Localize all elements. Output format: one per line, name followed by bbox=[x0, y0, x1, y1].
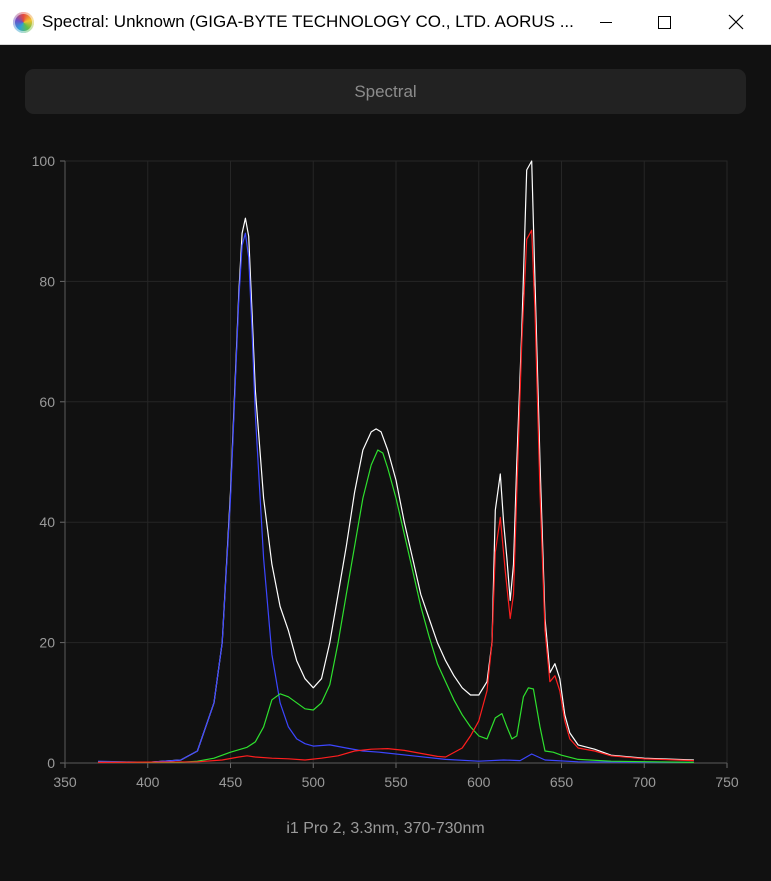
close-button[interactable] bbox=[707, 0, 764, 44]
x-tick-label: 550 bbox=[384, 774, 408, 790]
y-tick-label: 20 bbox=[39, 635, 55, 651]
y-tick-label: 40 bbox=[39, 514, 55, 530]
x-tick-label: 700 bbox=[633, 774, 657, 790]
spectral-chart: 350 400 450 500 550 600 650 700 750 0 20 40 60 80 100 bbox=[32, 153, 739, 790]
x-tick-label: 650 bbox=[550, 774, 574, 790]
x-tick-label: 600 bbox=[467, 774, 491, 790]
y-tick-label: 100 bbox=[32, 153, 56, 169]
x-tick-label: 400 bbox=[136, 774, 160, 790]
series-line-3 bbox=[98, 229, 694, 763]
minimize-icon bbox=[599, 22, 612, 23]
maximize-icon bbox=[657, 16, 671, 29]
x-tick-label: 500 bbox=[302, 774, 326, 790]
y-tick-label: 60 bbox=[39, 394, 55, 410]
title-bar[interactable]: Spectral: Unknown (GIGA-BYTE TECHNOLOGY … bbox=[0, 0, 771, 45]
y-tick-label: 0 bbox=[47, 755, 55, 771]
window-title: Spectral: Unknown (GIGA-BYTE TECHNOLOGY … bbox=[42, 12, 574, 31]
x-tick-label: 450 bbox=[219, 774, 243, 790]
series-line-2 bbox=[98, 449, 694, 763]
minimize-button[interactable] bbox=[577, 0, 634, 44]
x-tick-label: 750 bbox=[715, 774, 739, 790]
instrument-caption: i1 Pro 2, 3.3nm, 370-730nm bbox=[286, 820, 485, 837]
y-tick-label: 80 bbox=[39, 273, 55, 289]
x-tick-label: 350 bbox=[53, 774, 77, 790]
spectral-app-icon bbox=[13, 12, 34, 33]
maximize-button[interactable] bbox=[635, 0, 692, 44]
series-line-0 bbox=[98, 160, 694, 763]
spectral-button[interactable]: Spectral bbox=[25, 69, 746, 114]
series-line-1 bbox=[98, 232, 694, 763]
close-icon bbox=[728, 14, 743, 30]
